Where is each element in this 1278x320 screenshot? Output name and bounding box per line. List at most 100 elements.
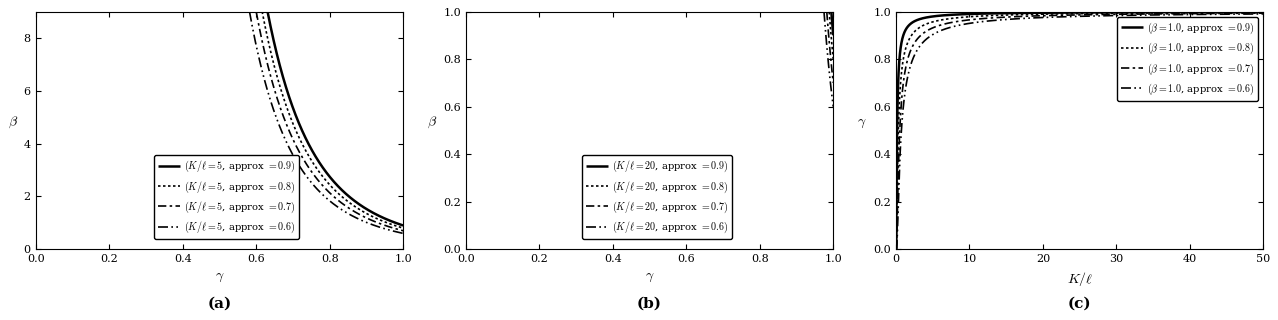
$(K/\ell = 5$, approx $= 0.9)$	[294, 127, 309, 131]
$(K/\ell = 5$, approx $= 0.6)$	[371, 225, 386, 229]
Text: (c): (c)	[1068, 297, 1091, 311]
$(\beta = 1.0$, approx $= 0.7)$	[1029, 14, 1044, 18]
$(\beta = 1.0$, approx $= 0.8)$	[1163, 11, 1178, 15]
$(K/\ell = 5$, approx $= 0.6)$	[249, 47, 265, 51]
Text: (a): (a)	[207, 297, 231, 311]
$(K/\ell = 20$, approx $= 0.6)$	[824, 93, 840, 97]
$(K/\ell = 20$, approx $= 0.7)$	[819, 10, 835, 14]
$(K/\ell = 20$, approx $= 0.9)$	[824, 21, 840, 25]
Line: $(\beta = 1.0$, approx $= 0.7)$: $(\beta = 1.0$, approx $= 0.7)$	[896, 13, 1264, 249]
$(K/\ell = 20$, approx $= 0.9)$	[824, 14, 840, 18]
$(\beta = 1.0$, approx $= 0.8)$	[1127, 11, 1143, 15]
$(\beta = 1.0$, approx $= 0.9)$	[1163, 10, 1178, 14]
$(K/\ell = 20$, approx $= 0.9)$	[826, 33, 841, 36]
$(K/\ell = 20$, approx $= 0.9)$	[824, 22, 840, 26]
$(K/\ell = 5$, approx $= 0.9)$	[331, 186, 346, 189]
$(K/\ell = 20$, approx $= 0.7)$	[820, 27, 836, 31]
Line: $(K/\ell = 20$, approx $= 0.6)$: $(K/\ell = 20$, approx $= 0.6)$	[824, 12, 833, 107]
$(K/\ell = 20$, approx $= 0.9)$	[824, 25, 840, 28]
$(K/\ell = 20$, approx $= 0.9)$	[824, 11, 840, 15]
$(K/\ell = 5$, approx $= 0.6)$	[299, 174, 314, 178]
Line: $(\beta = 1.0$, approx $= 0.9)$: $(\beta = 1.0$, approx $= 0.9)$	[896, 12, 1264, 249]
X-axis label: $\gamma$: $\gamma$	[645, 270, 654, 284]
$(\beta = 1.0$, approx $= 0.8)$	[1109, 11, 1125, 15]
Line: $(K/\ell = 5$, approx $= 0.6)$: $(K/\ell = 5$, approx $= 0.6)$	[249, 12, 403, 233]
$(K/\ell = 5$, approx $= 0.7)$	[298, 160, 313, 164]
$(\beta = 1.0$, approx $= 0.9)$	[1127, 10, 1143, 14]
Line: $(\beta = 1.0$, approx $= 0.8)$: $(\beta = 1.0$, approx $= 0.8)$	[896, 12, 1264, 249]
$(K/\ell = 5$, approx $= 0.6)$	[395, 231, 410, 235]
$(K/\ell = 20$, approx $= 0.9)$	[824, 19, 840, 23]
$(K/\ell = 20$, approx $= 0.8)$	[824, 47, 840, 51]
$(K/\ell = 20$, approx $= 0.6)$	[817, 10, 832, 14]
$(K/\ell = 20$, approx $= 0.7)$	[824, 74, 840, 78]
Line: $(K/\ell = 5$, approx $= 0.9)$: $(K/\ell = 5$, approx $= 0.9)$	[267, 12, 403, 226]
$(\beta = 1.0$, approx $= 0.7)$	[955, 19, 970, 23]
$(K/\ell = 20$, approx $= 0.8)$	[824, 40, 840, 44]
$(K/\ell = 5$, approx $= 0.8)$	[254, 10, 270, 13]
$(K/\ell = 20$, approx $= 0.9)$	[824, 15, 840, 19]
$(K/\ell = 20$, approx $= 0.9)$	[826, 27, 841, 31]
$(K/\ell = 20$, approx $= 0.6)$	[817, 16, 832, 20]
$(K/\ell = 5$, approx $= 0.6)$	[363, 222, 378, 226]
$(K/\ell = 5$, approx $= 0.7)$	[345, 209, 360, 212]
$(K/\ell = 20$, approx $= 0.7)$	[819, 19, 835, 22]
$(\beta = 1.0$, approx $= 0.9)$	[1190, 10, 1205, 14]
X-axis label: $K/\ell$: $K/\ell$	[1067, 270, 1093, 288]
$(K/\ell = 20$, approx $= 0.9)$	[824, 13, 840, 17]
$(K/\ell = 5$, approx $= 0.9)$	[282, 97, 298, 101]
$(K/\ell = 20$, approx $= 0.6)$	[822, 72, 837, 76]
$(\beta = 1.0$, approx $= 0.9)$	[1029, 11, 1044, 15]
$(K/\ell = 5$, approx $= 0.9)$	[295, 131, 311, 134]
$(\beta = 1.0$, approx $= 0.8)$	[1256, 11, 1272, 14]
$(K/\ell = 5$, approx $= 0.8)$	[280, 106, 295, 110]
$(K/\ell = 5$, approx $= 0.9)$	[395, 224, 410, 228]
$(K/\ell = 20$, approx $= 0.8)$	[822, 10, 837, 14]
$(\beta = 1.0$, approx $= 0.7)$	[1127, 12, 1143, 16]
$(K/\ell = 20$, approx $= 0.9)$	[824, 23, 840, 27]
$(K/\ell = 20$, approx $= 0.9)$	[824, 15, 840, 19]
$(K/\ell = 20$, approx $= 0.8)$	[824, 38, 840, 42]
$(K/\ell = 5$, approx $= 0.8)$	[357, 210, 372, 214]
$(\beta = 1.0$, approx $= 0.6)$	[1029, 16, 1044, 20]
$(\beta = 1.0$, approx $= 0.8)$	[1190, 11, 1205, 15]
$(K/\ell = 5$, approx $= 0.6)$	[242, 10, 257, 14]
$(K/\ell = 20$, approx $= 0.7)$	[822, 41, 837, 44]
$(\beta = 1.0$, approx $= 0.9)$	[1256, 10, 1272, 14]
$(\beta = 1.0$, approx $= 0.7)$	[1109, 12, 1125, 16]
Line: $(K/\ell = 20$, approx $= 0.8)$: $(K/\ell = 20$, approx $= 0.8)$	[829, 12, 833, 59]
$(K/\ell = 20$, approx $= 0.7)$	[820, 20, 836, 24]
$(K/\ell = 20$, approx $= 0.9)$	[826, 32, 841, 36]
$(K/\ell = 20$, approx $= 0.9)$	[824, 18, 840, 22]
$(\beta = 1.0$, approx $= 0.6)$	[1256, 12, 1272, 16]
$(K/\ell = 20$, approx $= 0.9)$	[824, 17, 840, 21]
$(K/\ell = 5$, approx $= 0.7)$	[248, 10, 263, 14]
X-axis label: $\gamma$: $\gamma$	[215, 270, 224, 284]
$(K/\ell = 20$, approx $= 0.9)$	[824, 10, 840, 14]
$(K/\ell = 5$, approx $= 0.8)$	[395, 226, 410, 230]
$(K/\ell = 20$, approx $= 0.8)$	[823, 28, 838, 32]
$(\beta = 1.0$, approx $= 0.9)$	[888, 247, 904, 251]
Line: $(K/\ell = 20$, approx $= 0.9)$: $(K/\ell = 20$, approx $= 0.9)$	[832, 12, 833, 35]
$(K/\ell = 5$, approx $= 0.7)$	[366, 219, 381, 223]
$(K/\ell = 5$, approx $= 0.7)$	[323, 193, 339, 196]
$(\beta = 1.0$, approx $= 0.8)$	[888, 247, 904, 251]
$(\beta = 1.0$, approx $= 0.6)$	[1127, 13, 1143, 17]
Line: $(\beta = 1.0$, approx $= 0.6)$: $(\beta = 1.0$, approx $= 0.6)$	[896, 14, 1264, 249]
$(\beta = 1.0$, approx $= 0.6)$	[1190, 12, 1205, 16]
$(K/\ell = 20$, approx $= 0.9)$	[826, 30, 841, 34]
Y-axis label: $\gamma$: $\gamma$	[858, 116, 866, 130]
$(K/\ell = 5$, approx $= 0.9)$	[385, 220, 400, 223]
$(K/\ell = 5$, approx $= 0.8)$	[355, 209, 371, 213]
$(K/\ell = 20$, approx $= 0.9)$	[824, 12, 840, 16]
$(K/\ell = 20$, approx $= 0.7)$	[823, 50, 838, 53]
$(K/\ell = 5$, approx $= 0.7)$	[249, 10, 265, 14]
$(K/\ell = 20$, approx $= 0.9)$	[826, 33, 841, 37]
$(\beta = 1.0$, approx $= 0.7)$	[1190, 12, 1205, 15]
$(\beta = 1.0$, approx $= 0.9)$	[955, 12, 970, 16]
$(K/\ell = 5$, approx $= 0.8)$	[256, 18, 271, 22]
$(K/\ell = 5$, approx $= 0.9)$	[259, 10, 275, 14]
$(\beta = 1.0$, approx $= 0.8)$	[1029, 12, 1044, 16]
$(K/\ell = 20$, approx $= 0.9)$	[826, 26, 841, 30]
Y-axis label: $\beta$: $\beta$	[427, 115, 437, 130]
